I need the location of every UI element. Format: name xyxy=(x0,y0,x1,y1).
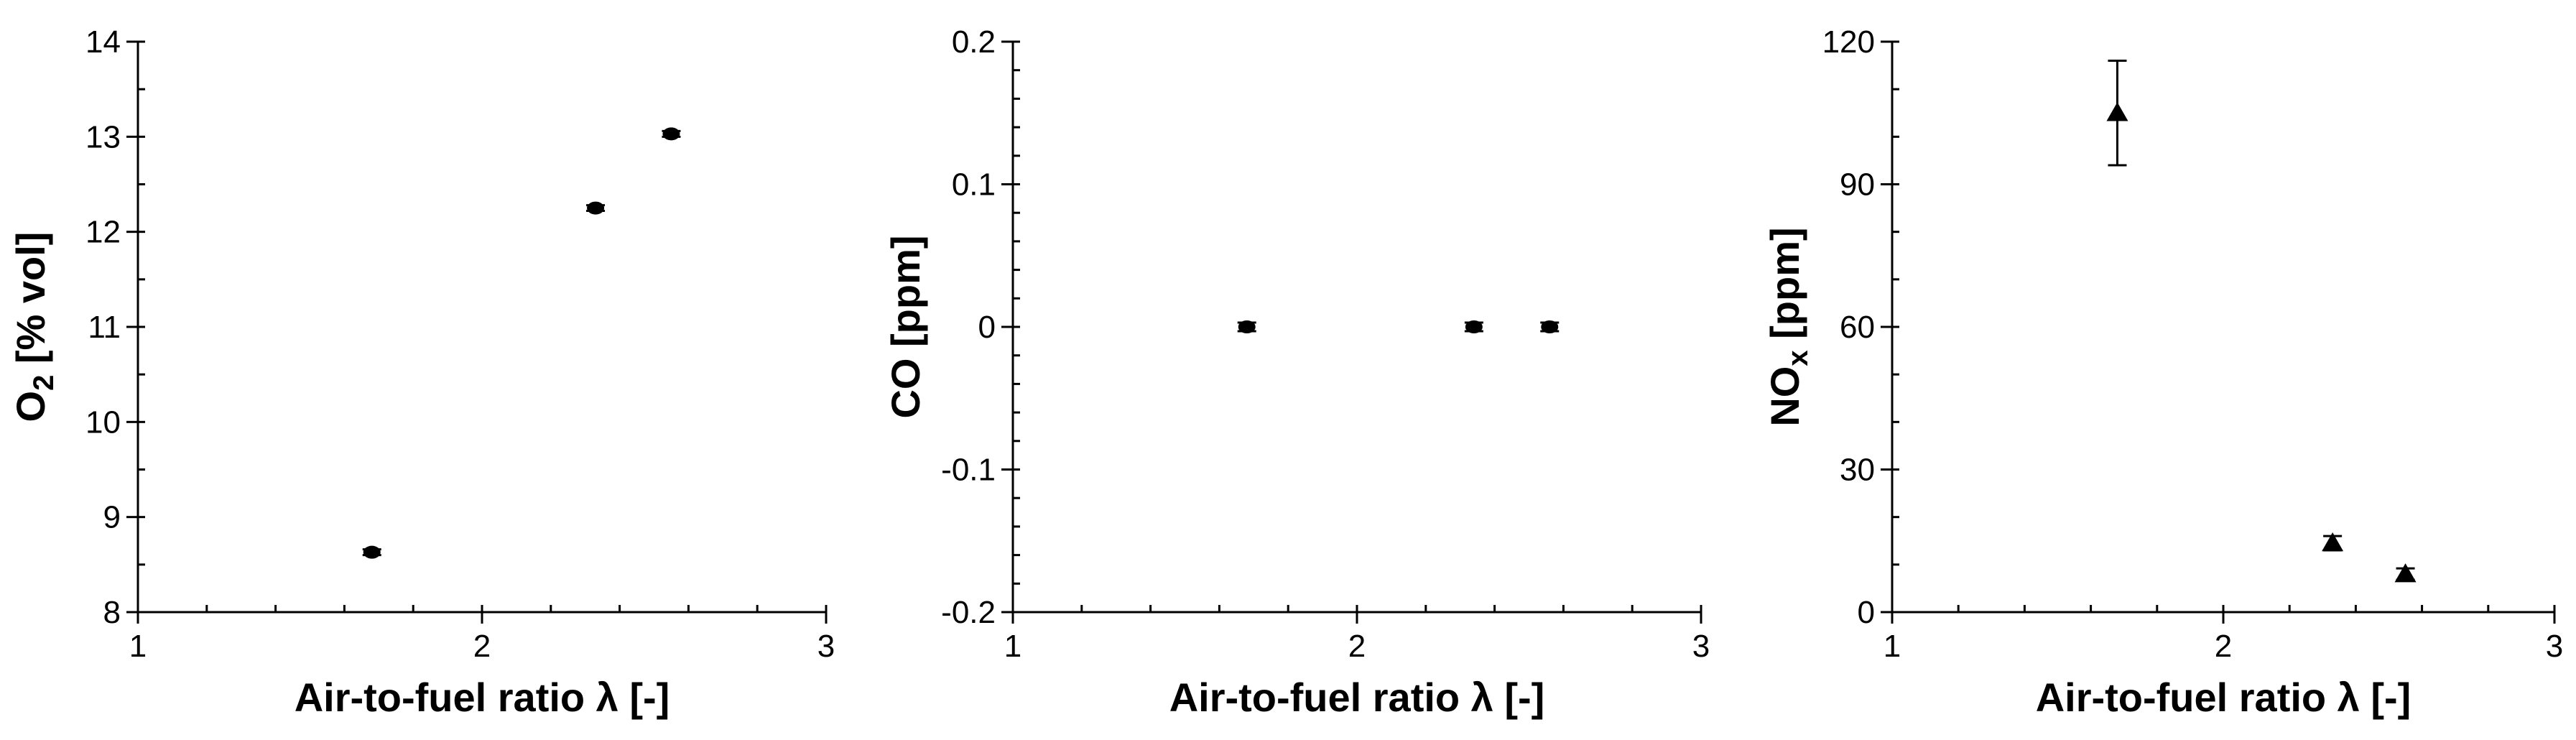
nox-x-tick-label: 1 xyxy=(1884,629,1901,664)
co-y-tick-label: 0 xyxy=(978,310,996,345)
o2-y-tick-label: 11 xyxy=(88,310,121,345)
o2-y-tick-label: 14 xyxy=(85,24,121,60)
o2-x-tick-label: 3 xyxy=(817,629,835,664)
o2-y-tick-label: 13 xyxy=(85,119,121,154)
o2-y-tick-label: 10 xyxy=(85,404,121,440)
panel-co: 1 2 3 -0.2 -0.1 0 0.1 0.2 Air-to-fuel ratio λ [-… xyxy=(883,24,1710,720)
co-x-tick-label: 3 xyxy=(1692,629,1710,664)
o2-x-tick-label: 2 xyxy=(473,629,491,664)
nox-y-tick-label: 90 xyxy=(1840,167,1875,203)
o2-x-tick-label: 1 xyxy=(129,629,147,664)
nox-data-point xyxy=(2394,563,2417,583)
nox-x-tick-label: 2 xyxy=(2215,629,2232,664)
o2-y-axis-title: O2 [% vol] xyxy=(8,232,60,422)
nox-y-tick-label: 30 xyxy=(1840,453,1875,488)
nox-y-axis-title: NOx [ppm] xyxy=(1762,227,1814,426)
o2-y-tick-label: 12 xyxy=(85,215,121,250)
co-y-tick-label: -0.2 xyxy=(941,595,996,630)
nox-data-point xyxy=(2106,102,2128,121)
o2-y-tick-label: 9 xyxy=(103,500,121,535)
nox-data-point xyxy=(2322,532,2344,552)
nox-x-tick-label: 3 xyxy=(2546,629,2563,664)
co-y-tick-label: -0.1 xyxy=(941,453,996,488)
o2-data-point xyxy=(587,201,605,215)
co-data-point xyxy=(1238,320,1256,333)
nox-y-tick-label: 120 xyxy=(1822,24,1875,60)
nox-y-tick-label: 0 xyxy=(1858,595,1875,630)
co-x-tick-label: 2 xyxy=(1348,629,1366,664)
co-y-tick-label: 0.1 xyxy=(952,167,996,203)
co-y-axis-title: CO [ppm] xyxy=(883,235,928,418)
o2-y-tick-label: 8 xyxy=(103,595,121,630)
co-y-tick-label: 0.2 xyxy=(952,24,996,60)
co-data-point xyxy=(1541,320,1559,333)
co-data-point xyxy=(1465,320,1483,333)
nox-x-axis-title: Air-to-fuel ratio λ [-] xyxy=(2036,675,2411,720)
o2-x-axis-title: Air-to-fuel ratio λ [-] xyxy=(295,675,670,720)
co-x-axis-title: Air-to-fuel ratio λ [-] xyxy=(1169,675,1545,720)
o2-data-point xyxy=(363,545,381,559)
nox-y-tick-label: 60 xyxy=(1840,310,1875,345)
o2-data-point xyxy=(662,127,680,141)
co-x-tick-label: 1 xyxy=(1004,629,1021,664)
